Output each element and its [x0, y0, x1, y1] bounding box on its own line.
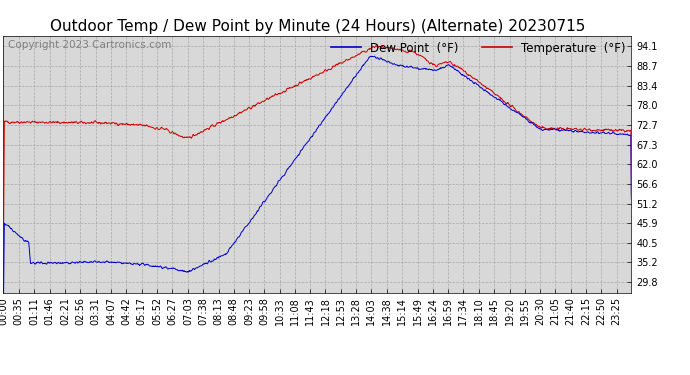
Legend: Dew Point  (°F), Temperature  (°F): Dew Point (°F), Temperature (°F)	[326, 37, 630, 59]
Text: Copyright 2023 Cartronics.com: Copyright 2023 Cartronics.com	[8, 40, 171, 51]
Title: Outdoor Temp / Dew Point by Minute (24 Hours) (Alternate) 20230715: Outdoor Temp / Dew Point by Minute (24 H…	[50, 20, 585, 34]
